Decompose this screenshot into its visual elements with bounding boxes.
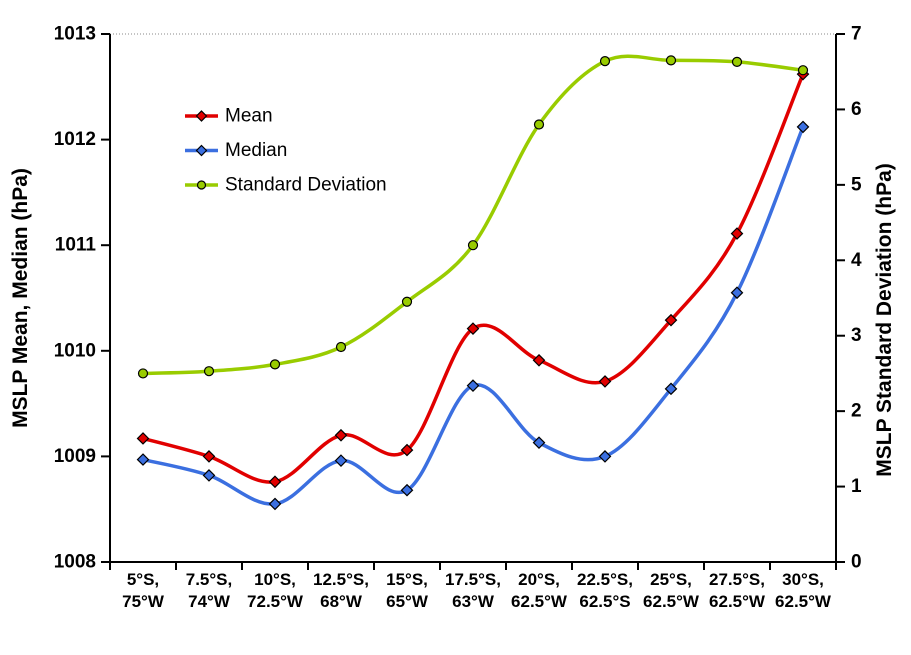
legend-item-standard-deviation: Standard Deviation <box>185 175 387 196</box>
series-mean-marker <box>664 313 678 327</box>
series-standard-deviation-marker <box>533 119 545 130</box>
x-axis-tick-label: 72.5°W <box>247 592 304 611</box>
series-standard-deviation-legend-marker <box>196 180 207 190</box>
series-median-marker <box>532 436 546 450</box>
left-axis-tick-label: 1011 <box>55 235 97 256</box>
series-median-marker <box>136 453 150 466</box>
x-axis-tick-label: 10°S, <box>254 570 296 589</box>
x-axis-tick-label: 74°W <box>188 592 231 611</box>
series-standard-deviation-marker <box>137 368 149 379</box>
x-axis-tick-label: 75°W <box>122 592 165 611</box>
left-axis-tick-label: 1012 <box>54 129 96 150</box>
series-standard-deviation-marker <box>335 341 347 353</box>
left-axis-tick-label: 1013 <box>54 24 96 45</box>
x-axis-tick-label: 62.5°W <box>775 592 832 611</box>
x-axis-tick-label: 5°S, <box>127 570 159 589</box>
series-median-marker <box>400 483 414 497</box>
series-median-marker <box>598 450 612 463</box>
series-standard-deviation-marker <box>203 366 215 377</box>
series-mean-marker <box>532 353 546 367</box>
x-axis-tick-label: 22.5°S, <box>577 570 633 589</box>
series-median-legend-marker <box>195 144 208 157</box>
right-axis-tick-label: 1 <box>851 476 862 497</box>
x-axis-tick-label: 15°S, <box>386 570 428 589</box>
series-standard-deviation-marker <box>401 296 413 307</box>
series-standard-deviation-marker <box>269 359 281 370</box>
x-axis-tick-label: 25°S, <box>650 570 692 589</box>
series-mean-marker <box>334 428 348 442</box>
series-median-marker <box>796 120 810 134</box>
x-axis-tick-label: 7.5°S, <box>186 570 233 589</box>
series-standard-deviation-marker <box>599 56 611 67</box>
series-mean-marker <box>598 375 612 388</box>
x-axis-tick-label: 17.5°S, <box>445 570 501 589</box>
x-axis-tick-label: 27.5°S, <box>709 570 765 589</box>
series-mean-marker <box>268 475 282 489</box>
series-median-marker <box>202 469 216 482</box>
right-axis-title: MSLP Standard Deviation (hPa) <box>873 163 896 477</box>
legend-item-mean: Mean <box>185 106 273 127</box>
legend-median-label: Median <box>225 140 287 161</box>
x-axis-tick-label: 68°W <box>320 592 363 611</box>
left-axis-title: MSLP Mean, Median (hPa) <box>9 168 32 428</box>
legend-mean-label: Mean <box>225 106 273 127</box>
x-axis-tick-label: 62.5°W <box>511 592 568 611</box>
right-axis-tick-label: 2 <box>851 401 862 422</box>
x-axis-tick-label: 63°W <box>452 592 495 611</box>
series-median-marker <box>334 454 348 467</box>
left-axis-tick-label: 1009 <box>54 446 96 467</box>
series-mean-legend-marker <box>195 110 208 122</box>
series-mean-marker <box>400 443 414 457</box>
series-mean-line <box>141 72 805 484</box>
x-axis-tick-label: 20°S, <box>518 570 560 589</box>
axis-layer: 1008 1009 1010 1011 1012 1013 0 1 2 3 4 5 6 7 5°S, 75°W… <box>54 24 862 612</box>
left-axis-tick-label: 1008 <box>54 552 96 573</box>
series-mean-marker <box>136 432 150 445</box>
legend-item-median: Median <box>185 140 287 161</box>
series-standard-deviation-marker <box>665 55 677 66</box>
x-axis-tick-label: 12.5°S, <box>313 570 369 589</box>
series-standard-deviation-marker <box>467 240 479 251</box>
series-mean-marker <box>730 227 744 240</box>
right-axis-tick-label: 7 <box>851 24 862 45</box>
series-median-marker <box>268 497 282 511</box>
legend-standard-deviation-label: Standard Deviation <box>225 175 387 196</box>
legend: Mean Median Standard Deviation <box>185 106 387 196</box>
x-axis-tick-label: 62.5°W <box>643 592 700 611</box>
right-axis-tick-label: 3 <box>851 325 862 346</box>
series-median-marker <box>466 379 480 392</box>
x-axis-tick-label: 65°W <box>386 592 429 611</box>
x-axis-tick-label: 62.5°W <box>709 592 766 611</box>
series-mean-marker <box>202 450 216 463</box>
right-axis-tick-label: 4 <box>851 250 862 271</box>
right-axis-tick-label: 6 <box>851 99 862 120</box>
series-mean-marker <box>466 322 480 335</box>
series-standard-deviation-marker <box>797 65 809 76</box>
right-axis-tick-label: 5 <box>851 174 862 195</box>
series-layer <box>136 54 810 511</box>
series-median-marker <box>730 286 744 300</box>
series-standard-deviation-marker <box>731 56 743 68</box>
x-axis-tick-label: 30°S, <box>782 570 824 589</box>
x-axis-tick-label: 62.5°S <box>579 592 630 611</box>
series-median-marker <box>664 382 678 396</box>
right-axis-tick-label: 0 <box>851 552 862 573</box>
left-axis-tick-label: 1010 <box>54 340 96 361</box>
